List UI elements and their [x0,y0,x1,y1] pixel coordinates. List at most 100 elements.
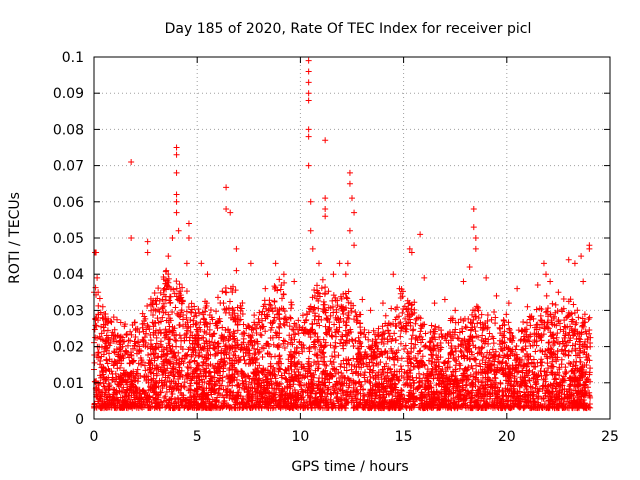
data-point [95,302,102,309]
data-point [96,333,103,340]
data-point [320,298,327,305]
data-point [91,326,98,333]
data-point [475,393,482,400]
data-point [188,300,195,307]
data-point [450,368,457,375]
data-point [585,316,592,323]
data-point [397,340,404,347]
data-point [521,336,528,343]
data-point [430,334,437,341]
data-point [479,344,486,351]
data-point [358,364,365,371]
data-point [169,308,176,315]
data-point [338,370,345,377]
data-point [340,311,347,317]
data-point [322,284,329,291]
data-point [101,311,108,318]
data-point [117,319,124,326]
data-point [355,334,362,341]
data-point [151,289,158,296]
data-point [462,323,469,330]
data-point [313,282,320,289]
data-point [344,314,351,321]
data-point [573,319,580,326]
data-point [379,323,386,330]
data-point [198,334,205,341]
data-point [183,314,190,321]
data-point [117,364,124,371]
data-point [207,307,214,314]
data-point [91,359,98,366]
data-point [456,365,463,372]
data-point [246,356,253,363]
data-point [275,323,282,330]
data-point [568,347,575,354]
data-point [587,365,594,372]
data-point [229,289,236,296]
data-point [114,316,121,323]
data-point [97,358,104,365]
data-point [361,331,368,338]
data-point [141,334,148,341]
data-point [173,278,180,285]
data-point [193,312,200,319]
data-point [183,288,190,295]
data-point [321,343,328,350]
data-point [477,383,484,390]
data-point [270,341,277,348]
data-point [264,372,271,379]
data-point [275,310,282,317]
data-point [199,386,206,393]
data-point [311,287,318,294]
data-point [552,301,559,308]
data-point [339,333,346,340]
data-point [277,286,284,293]
data-point [139,336,146,343]
data-point [573,390,580,397]
data-point [549,385,556,392]
data-point [429,358,436,365]
data-point [469,365,476,372]
data-point [99,303,106,310]
data-point [357,390,364,397]
data-point [503,311,510,318]
data-point [489,346,496,353]
data-point [513,342,520,349]
data-point [392,316,399,323]
data-point [137,395,144,402]
data-point [244,322,251,329]
data-point [203,330,210,337]
data-point [354,396,361,403]
data-point [548,362,555,369]
data-point [523,319,530,326]
data-point [401,395,408,402]
data-point [275,344,282,351]
data-point [319,349,326,356]
data-point [390,372,397,379]
data-point [176,332,183,339]
data-point [319,276,326,283]
data-point [421,362,428,369]
data-point [142,339,149,346]
data-point [391,361,398,368]
data-point [586,314,593,321]
data-point [106,350,113,357]
data-point [563,342,570,349]
data-point [515,327,522,334]
data-point [329,303,336,310]
data-point [280,290,287,297]
data-point [454,335,461,342]
data-point [187,358,194,365]
data-point [282,316,289,323]
data-point [232,287,239,294]
data-point [132,333,139,340]
data-point [538,356,545,363]
data-point [318,354,325,361]
data-point [417,328,424,335]
data-point [95,349,102,356]
data-point [468,349,475,356]
data-point [575,314,582,321]
data-point [282,375,289,382]
data-point [344,332,351,339]
